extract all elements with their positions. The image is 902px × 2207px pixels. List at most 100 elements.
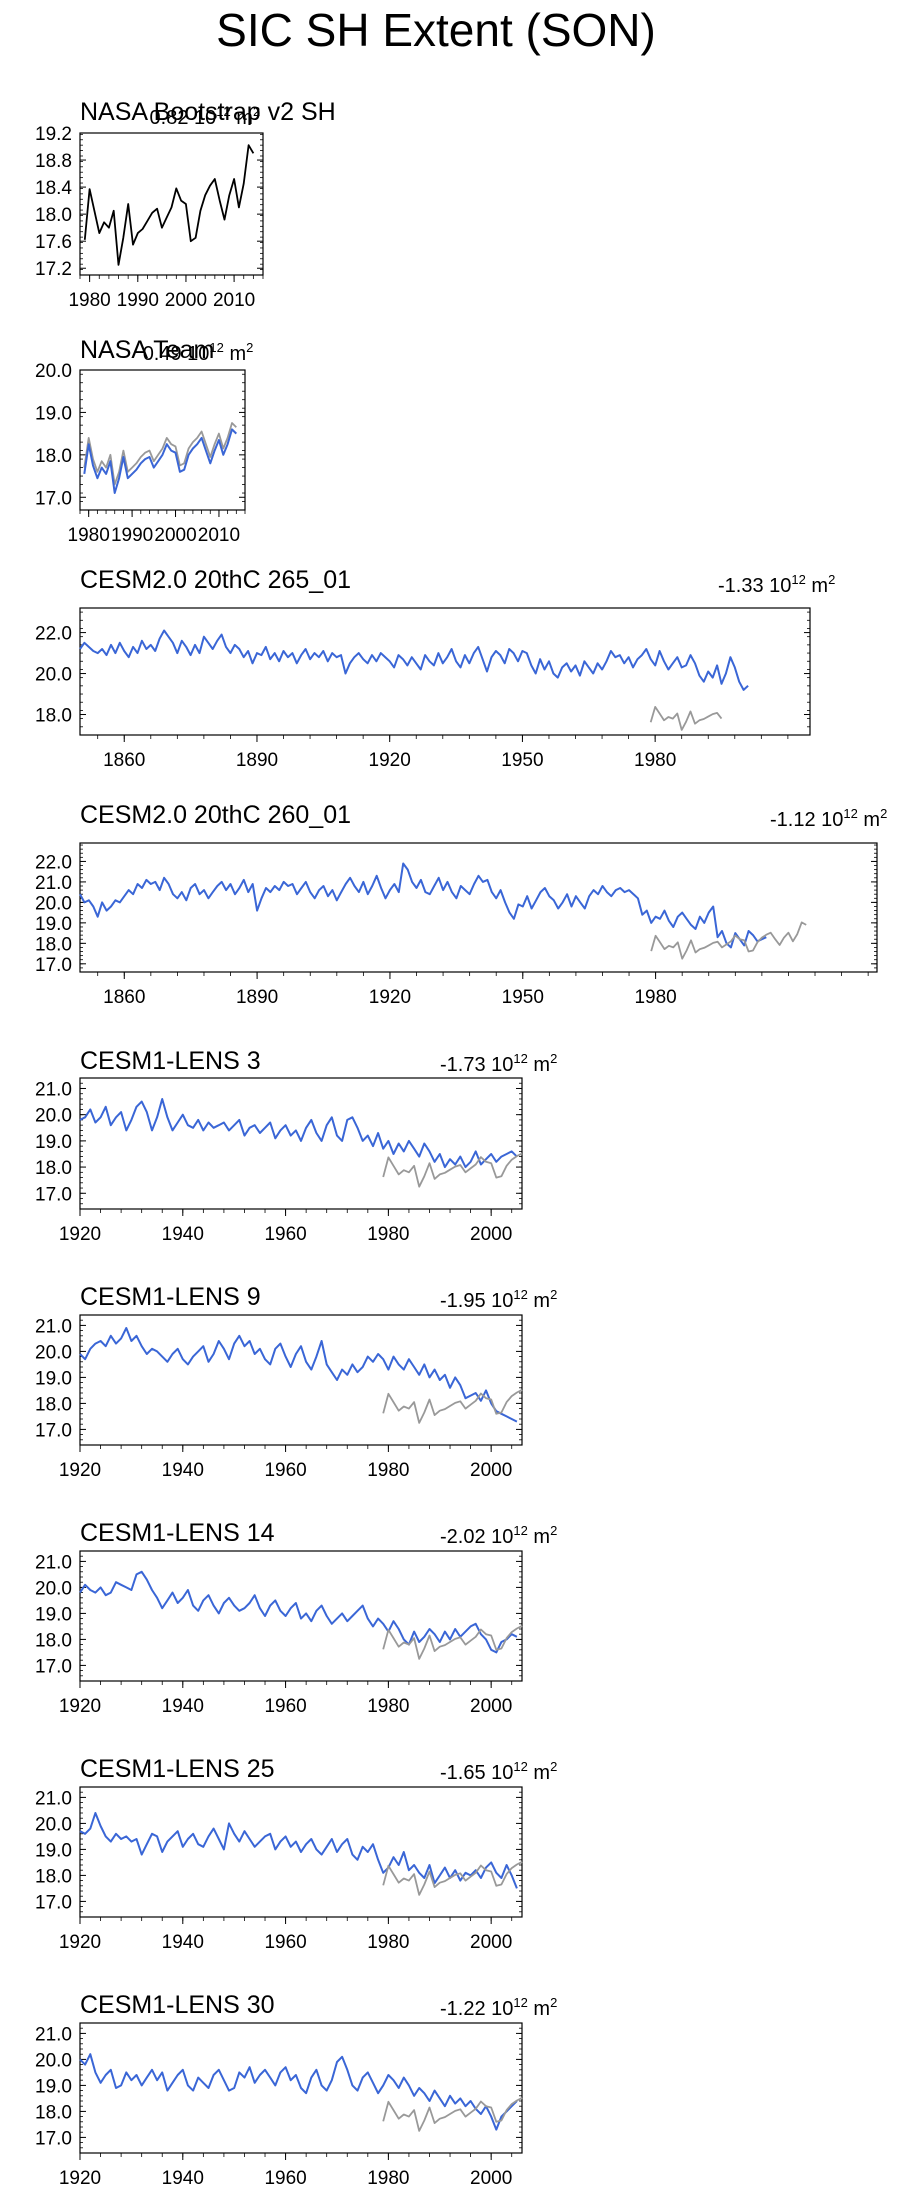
y-tick-label: 17.0 — [35, 955, 72, 976]
plot-frame — [79, 1077, 523, 1210]
x-tick-label: 2000 — [165, 290, 207, 311]
trend-label: 0.49 1012 m2 — [143, 340, 254, 365]
plot-frame — [79, 1786, 523, 1918]
x-tick-label: 1980 — [367, 2168, 409, 2189]
panel-title: NASA Team — [80, 336, 214, 364]
y-tick-label: 19.0 — [35, 1604, 72, 1625]
trend-label: -1.73 1012 m2 — [440, 1051, 557, 1076]
x-tick-label: 1960 — [264, 1696, 306, 1717]
trend-label: -1.33 1012 m2 — [718, 572, 835, 597]
x-tick-label: 1960 — [264, 1460, 306, 1481]
series-line-model — [79, 1327, 518, 1423]
y-tick-label: 17.0 — [35, 1420, 72, 1441]
y-tick-label: 20.0 — [35, 665, 72, 686]
chart-panel: CESM2.0 20thC 265_01 -1.33 1012 m2 18.0 20.… — [35, 566, 835, 771]
trend-value: -1.95 10 — [440, 1290, 513, 1312]
series-line-obs — [382, 1861, 523, 1896]
x-tick-label: 1860 — [103, 750, 145, 771]
x-tick-label: 1980 — [634, 987, 676, 1008]
x-tick-label: 1960 — [264, 2168, 306, 2189]
y-tick-label: 18.8 — [35, 151, 72, 172]
trend-value: 0.82 10 — [150, 107, 217, 129]
x-tick-label: 2000 — [470, 2168, 512, 2189]
panel-title: CESM1-LENS 14 — [80, 1519, 275, 1547]
x-tick-label: 1980 — [634, 750, 676, 771]
x-tick-label: 1920 — [369, 750, 411, 771]
trend-unit-exp: 2 — [550, 1759, 557, 1774]
trend-exp: 12 — [513, 1995, 527, 2010]
trend-exp: 12 — [513, 1523, 527, 1538]
plot-frame — [79, 369, 246, 511]
x-tick-label: 1980 — [367, 1932, 409, 1953]
x-tick-label: 1940 — [162, 1224, 204, 1245]
y-tick-label: 18.0 — [35, 205, 72, 226]
y-tick-label: 22.0 — [35, 624, 72, 645]
y-tick-label: 18.4 — [35, 178, 72, 199]
x-tick-label: 1950 — [501, 750, 543, 771]
y-tick-label: 20.0 — [35, 893, 72, 914]
x-tick-label: 2000 — [470, 1932, 512, 1953]
x-tick-label: 2000 — [470, 1696, 512, 1717]
panel-title: CESM2.0 20thC 265_01 — [80, 566, 351, 594]
trend-unit: m — [231, 107, 253, 129]
x-tick-label: 1920 — [59, 1696, 101, 1717]
series-line-obs — [382, 1625, 523, 1660]
trend-label: -1.12 1012 m2 — [770, 806, 887, 831]
y-tick-label: 19.0 — [35, 1132, 72, 1153]
y-tick-label: 19.0 — [35, 914, 72, 935]
x-tick-label: 1920 — [59, 2168, 101, 2189]
plot-frame — [79, 1550, 523, 1682]
y-tick-label: 20.0 — [35, 361, 72, 382]
panels: NASA Bootstrap v2 SH0.82 1012 m217.217.6… — [35, 98, 887, 2189]
trend-label: -1.95 1012 m2 — [440, 1287, 557, 1312]
y-tick-label: 21.0 — [35, 2024, 72, 2045]
x-tick-label: 1960 — [264, 1224, 306, 1245]
x-tick-label: 1890 — [236, 750, 278, 771]
y-tick-label: 18.0 — [35, 1394, 72, 1415]
series-line-model — [83, 428, 237, 494]
x-tick-label: 2010 — [198, 525, 240, 546]
x-tick-label: 1940 — [162, 2168, 204, 2189]
x-tick-label: 1990 — [111, 525, 153, 546]
series-line-obs — [382, 2097, 523, 2132]
trend-label: -2.02 1012 m2 — [440, 1523, 557, 1548]
trend-exp: 12 — [209, 340, 223, 355]
chart-panel: NASA Bootstrap v2 SH0.82 1012 m2 17.2 17.6… — [35, 98, 336, 311]
y-tick-label: 18.0 — [35, 1158, 72, 1179]
trend-value: -1.22 10 — [440, 1998, 513, 2020]
series-line-model — [79, 629, 749, 691]
y-tick-label: 21.0 — [35, 1788, 72, 1809]
plot-frame — [79, 132, 264, 276]
series-line-model — [79, 862, 767, 949]
series-line-obs_primary — [83, 144, 255, 266]
y-tick-label: 20.0 — [35, 1814, 72, 1835]
trend-unit: m — [528, 1762, 550, 1784]
plot-frame — [79, 2022, 523, 2154]
series-line-obs — [649, 706, 723, 731]
x-tick-label: 1940 — [162, 1460, 204, 1481]
y-tick-label: 17.6 — [35, 232, 72, 253]
x-tick-label: 2000 — [470, 1460, 512, 1481]
trend-unit: m — [806, 575, 828, 597]
y-tick-label: 17.0 — [35, 488, 72, 509]
x-tick-label: 1920 — [369, 987, 411, 1008]
y-tick-label: 20.0 — [35, 1106, 72, 1127]
y-tick-label: 20.0 — [35, 1342, 72, 1363]
trend-unit: m — [224, 343, 246, 365]
y-tick-label: 18.0 — [35, 1866, 72, 1887]
series-line-model — [79, 1812, 518, 1889]
y-tick-label: 19.0 — [35, 403, 72, 424]
x-tick-label: 1980 — [68, 290, 110, 311]
series-line-obs — [83, 422, 237, 486]
y-tick-label: 21.0 — [35, 1316, 72, 1337]
x-tick-label: 1940 — [162, 1696, 204, 1717]
trend-unit: m — [528, 1998, 550, 2020]
trend-exp: 12 — [513, 1759, 527, 1774]
x-tick-label: 1920 — [59, 1932, 101, 1953]
series-line-model — [79, 1570, 518, 1654]
series-line-obs — [650, 921, 807, 960]
trend-value: -1.12 10 — [770, 809, 843, 831]
trend-unit-exp: 2 — [828, 572, 835, 587]
y-tick-label: 18.0 — [35, 1630, 72, 1651]
trend-exp: 12 — [513, 1287, 527, 1302]
